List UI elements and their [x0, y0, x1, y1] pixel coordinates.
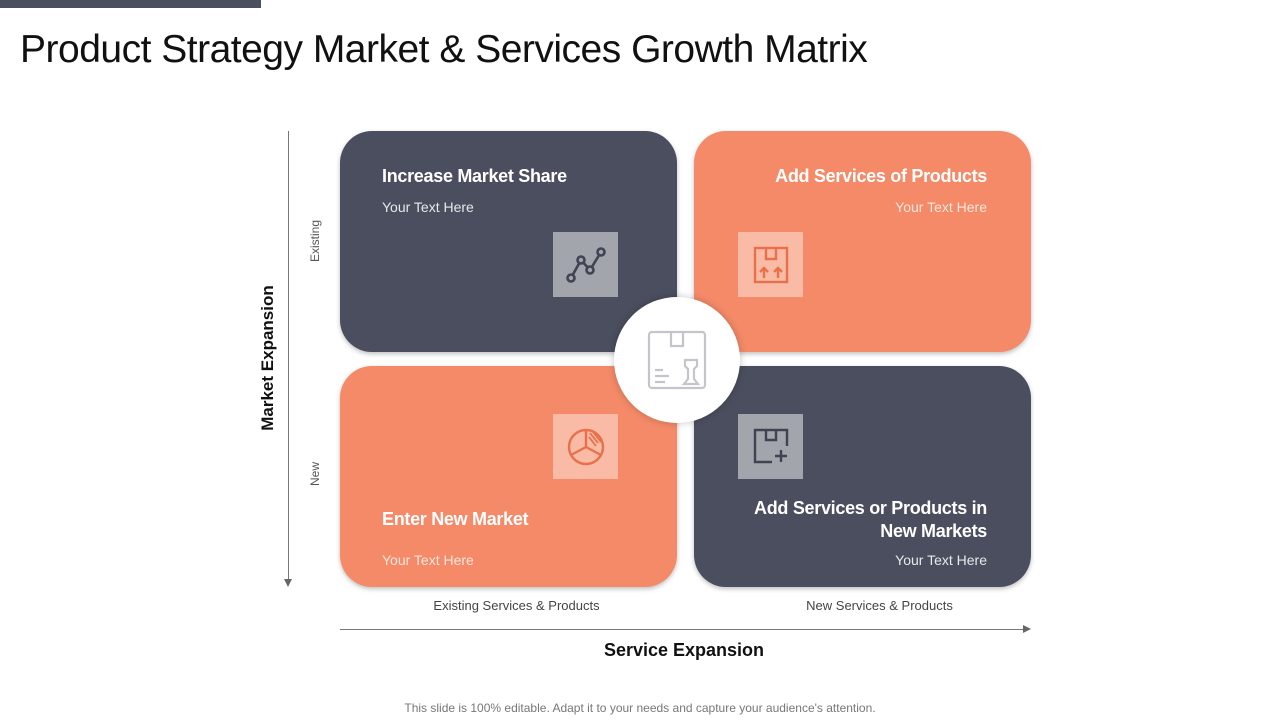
quadrant-enter-new-market: Enter New Market Your Text Here — [340, 366, 677, 587]
box-chess-rook-icon — [647, 330, 707, 390]
quadrant-heading: Enter New Market — [382, 509, 529, 529]
quadrant-heading: Add Services of Products — [775, 166, 987, 186]
line-chart-icon — [553, 232, 618, 297]
horizontal-axis-line — [340, 629, 1024, 630]
quadrant-text: Your Text Here — [895, 199, 987, 215]
vertical-axis-top-label: Existing — [308, 219, 322, 263]
center-strategy-circle — [614, 297, 740, 423]
footer-note: This slide is 100% editable. Adapt it to… — [404, 701, 876, 715]
box-add-icon — [738, 414, 803, 479]
quadrant-text: Your Text Here — [382, 552, 474, 568]
quadrant-add-services-or-products-in-new-markets: Add Services or Products in New Markets … — [694, 366, 1031, 587]
quadrant-increase-market-share: Increase Market Share Your Text Here — [340, 131, 677, 352]
vertical-axis-title: Market Expansion — [258, 285, 277, 431]
quadrant-add-services-of-products: Add Services of Products Your Text Here — [694, 131, 1031, 352]
top-accent-bar — [0, 0, 261, 8]
quadrant-heading-line-2: New Markets — [880, 521, 987, 541]
quadrant-heading: Add Services or Products in New Markets — [754, 497, 987, 543]
horizontal-axis-left-label: Existing Services & Products — [433, 598, 600, 613]
quadrant-heading: Increase Market Share — [382, 166, 567, 186]
vertical-axis-bottom-label: New — [308, 461, 322, 487]
box-upload-icon — [738, 232, 803, 297]
quadrant-text: Your Text Here — [382, 199, 474, 215]
quadrant-heading-line-1: Add Services or Products in — [754, 498, 987, 518]
horizontal-axis-arrow — [1023, 625, 1031, 633]
vertical-axis-line — [288, 131, 289, 581]
vertical-axis-arrow — [284, 579, 292, 587]
horizontal-axis-title: Service Expansion — [603, 640, 765, 660]
page-title: Product Strategy Market & Services Growt… — [20, 28, 868, 71]
quadrant-text: Your Text Here — [895, 552, 987, 568]
pie-chart-icon — [553, 414, 618, 479]
horizontal-axis-right-label: New Services & Products — [806, 598, 953, 613]
